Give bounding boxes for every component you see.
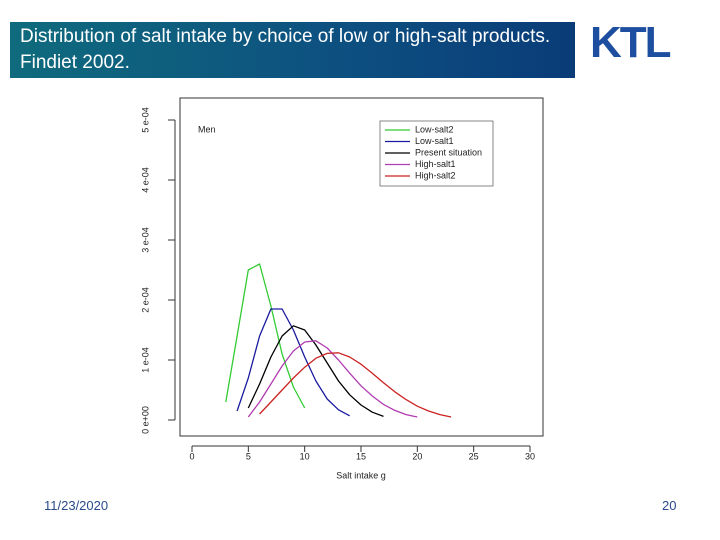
y-tick-label: 4 e-04 bbox=[140, 167, 150, 193]
annotation: Men bbox=[198, 124, 216, 134]
x-tick-label: 20 bbox=[412, 451, 422, 461]
series-line bbox=[225, 263, 306, 409]
series-line bbox=[247, 325, 384, 418]
series-line bbox=[259, 352, 452, 418]
legend-label: High-salt1 bbox=[415, 159, 456, 169]
x-tick-label: 10 bbox=[300, 451, 310, 461]
y-tick-label: 1 e-04 bbox=[140, 347, 150, 373]
legend-label: Low-salt1 bbox=[415, 136, 454, 146]
legend-label: Low-salt2 bbox=[415, 124, 454, 134]
x-tick-label: 15 bbox=[356, 451, 366, 461]
date: 11/23/2020 bbox=[44, 498, 109, 513]
page-number: 20 bbox=[662, 498, 677, 513]
logo: KTL bbox=[590, 18, 672, 67]
series-line bbox=[236, 308, 351, 417]
legend-label: High-salt2 bbox=[415, 170, 456, 180]
y-tick-label: 5 e-04 bbox=[140, 107, 150, 133]
chart: Men Salt intake g 0 5 10 15 20 25 30 0 e+00 1 e-… bbox=[140, 97, 544, 480]
y-tick-label: 3 e-04 bbox=[140, 227, 150, 253]
plot-frame bbox=[179, 97, 544, 437]
legend-label: Present situation bbox=[415, 147, 482, 157]
y-tick-label: 2 e-04 bbox=[140, 287, 150, 313]
x-tick-label: 5 bbox=[246, 451, 251, 461]
x-tick-label: 0 bbox=[189, 451, 194, 461]
series-line bbox=[247, 340, 418, 418]
y-tick-label: 0 e+00 bbox=[140, 406, 150, 434]
x-axis-label: Salt intake g bbox=[336, 470, 386, 480]
x-tick-label: 30 bbox=[525, 451, 535, 461]
slide-title: Distribution of salt intake by choice of… bbox=[10, 22, 575, 78]
x-tick-label: 25 bbox=[469, 451, 479, 461]
